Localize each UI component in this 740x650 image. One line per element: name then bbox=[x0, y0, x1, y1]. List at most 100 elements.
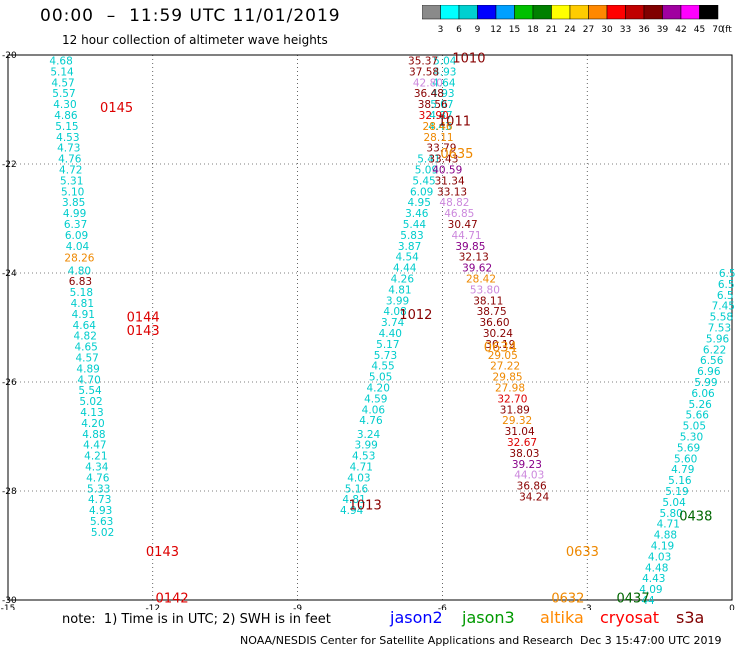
colorbar-label: 45 bbox=[694, 25, 705, 35]
wave-height-label: 4.13 bbox=[80, 407, 103, 419]
wave-height-label: 29.05 bbox=[488, 350, 518, 362]
wave-height-label: 44.71 bbox=[452, 230, 482, 242]
wave-height-label: 3.74 bbox=[381, 317, 405, 329]
wave-height-label: 4.76 bbox=[359, 415, 383, 427]
wave-height-label: 39.62 bbox=[462, 263, 492, 275]
wave-height-label: 5.15 bbox=[55, 121, 78, 133]
wave-height-label: 5.57 bbox=[52, 88, 75, 100]
wave-height-label: 5.18 bbox=[70, 287, 93, 299]
wave-height-label: 6.5 bbox=[717, 290, 734, 302]
wave-height-label: 32.70 bbox=[497, 393, 527, 405]
colorbar-swatch bbox=[699, 5, 719, 20]
wave-height-label: 4.88 bbox=[654, 530, 677, 542]
wave-height-label: 29.32 bbox=[502, 415, 532, 427]
wave-height-label: 31.34 bbox=[435, 175, 465, 187]
wave-height-label: 4.47 bbox=[83, 440, 106, 452]
pass-time-label: 0438 bbox=[679, 510, 712, 525]
wave-height-label: 4.06 bbox=[362, 404, 386, 416]
wave-height-label: 4.81 bbox=[388, 284, 411, 296]
wave-height-label: 4.89 bbox=[76, 363, 99, 375]
wave-height-label: 38.56 bbox=[418, 99, 448, 111]
wave-height-label: 28.11 bbox=[424, 132, 454, 144]
wave-height-label: 7.53 bbox=[708, 323, 731, 335]
map-frame bbox=[7, 54, 733, 601]
wave-height-label: 5.30 bbox=[680, 432, 703, 444]
wave-height-label: 4.34 bbox=[85, 461, 109, 473]
wave-height-label: 4.44 bbox=[393, 263, 417, 275]
wave-height-label: 4.76 bbox=[86, 472, 110, 484]
wave-height-label: 5.58 bbox=[710, 312, 733, 324]
legend-altika: altika bbox=[540, 608, 584, 627]
wave-height-label: 4.93 bbox=[431, 88, 454, 100]
wave-height-label: 5.02 bbox=[91, 527, 114, 539]
wave-height-label: 46.85 bbox=[444, 208, 474, 220]
wave-height-label: 3.46 bbox=[405, 208, 429, 220]
pass-time-label: 0145 bbox=[100, 101, 133, 116]
wave-height-label: 5.09 bbox=[415, 164, 438, 176]
wave-height-label: 5.19 bbox=[665, 486, 688, 498]
legend-jason2: jason2 bbox=[390, 608, 443, 627]
wave-height-label: 4.53 bbox=[352, 451, 375, 463]
pass-time-label: 0144 bbox=[127, 311, 160, 326]
wave-height-label: 44 bbox=[641, 595, 655, 607]
wave-height-label: 4.64 bbox=[73, 320, 97, 332]
wave-height-label: 4.70 bbox=[77, 374, 100, 386]
wave-height-label: 27.22 bbox=[490, 361, 520, 373]
wave-height-label: 31.04 bbox=[505, 426, 535, 438]
page-subtitle: 12 hour collection of altimeter wave hei… bbox=[62, 33, 328, 47]
wave-height-label: 4.59 bbox=[364, 393, 387, 405]
wave-height-label: 5.04 bbox=[433, 55, 457, 67]
wave-height-label: 3.24 bbox=[357, 429, 381, 441]
wave-height-label: 5.17 bbox=[376, 339, 399, 351]
wave-height-label: 6.96 bbox=[697, 366, 721, 378]
wave-height-label: 39.85 bbox=[455, 241, 485, 253]
wave-height-label: 5.05 bbox=[683, 421, 706, 433]
colorbar-label: 18 bbox=[527, 25, 539, 35]
wave-height-label: 4.82 bbox=[74, 331, 97, 343]
wave-height-label: 6.5 bbox=[718, 279, 735, 291]
wave-height-label: 6.56 bbox=[700, 355, 724, 367]
y-tick-label: -28 bbox=[2, 487, 17, 497]
wave-height-label: 33.13 bbox=[437, 186, 467, 198]
wave-height-label: 37.58 bbox=[409, 66, 439, 78]
pass-time-label: 0632 bbox=[551, 591, 584, 606]
wave-height-label: 4.71 bbox=[350, 461, 373, 473]
wave-height-label: 35.37 bbox=[408, 55, 438, 67]
y-tick-label: -24 bbox=[2, 269, 17, 279]
wave-height-label: 5.14 bbox=[50, 66, 74, 78]
legend-s3a: s3a bbox=[676, 608, 705, 627]
wave-height-label: 5.96 bbox=[706, 333, 730, 345]
pass-time-label: 1011 bbox=[438, 114, 471, 129]
wave-height-label: 4.76 bbox=[58, 154, 82, 166]
wave-height-label: 6.83 bbox=[69, 276, 92, 288]
wave-height-label: 33.43 bbox=[428, 154, 458, 166]
wave-height-label: 5.69 bbox=[677, 442, 700, 454]
wave-height-label: 5.63 bbox=[90, 516, 113, 528]
pass-time-label: 1013 bbox=[349, 499, 382, 514]
wave-height-label: 30.19 bbox=[485, 339, 515, 351]
wave-height-label: 4.65 bbox=[74, 342, 97, 354]
wave-height-label: 4.99 bbox=[63, 208, 86, 220]
wave-height-label: 29.85 bbox=[493, 372, 523, 384]
wave-height-label: 7.45 bbox=[712, 301, 735, 313]
wave-height-label: 5.44 bbox=[403, 219, 427, 231]
wave-height-label: 4.91 bbox=[72, 309, 95, 321]
colorbar-label: 6 bbox=[456, 25, 462, 35]
x-tick-label: -6 bbox=[438, 604, 447, 610]
legend-cryosat: cryosat bbox=[600, 608, 660, 627]
wave-height-label: 5.26 bbox=[688, 399, 712, 411]
wave-height-label: 4.80 bbox=[68, 265, 91, 277]
wave-height-label: 32.90 bbox=[419, 110, 449, 122]
wave-height-label: 36.60 bbox=[479, 317, 509, 329]
wave-height-label: 6.09 bbox=[410, 186, 433, 198]
colorbar-label: 39 bbox=[657, 25, 669, 35]
wave-height-label: 6.09 bbox=[65, 230, 88, 242]
wave-height-label: 27.98 bbox=[495, 382, 525, 394]
wave-height-label: 4.64 bbox=[432, 77, 456, 89]
wave-height-label: 53.80 bbox=[470, 284, 500, 296]
wave-height-label: 4.81 bbox=[342, 494, 365, 506]
wave-height-label: 4.30 bbox=[53, 99, 76, 111]
pass-time-label: 0142 bbox=[156, 591, 189, 606]
wave-height-label: 5.16 bbox=[668, 475, 692, 487]
y-tick-label: -22 bbox=[2, 160, 17, 170]
